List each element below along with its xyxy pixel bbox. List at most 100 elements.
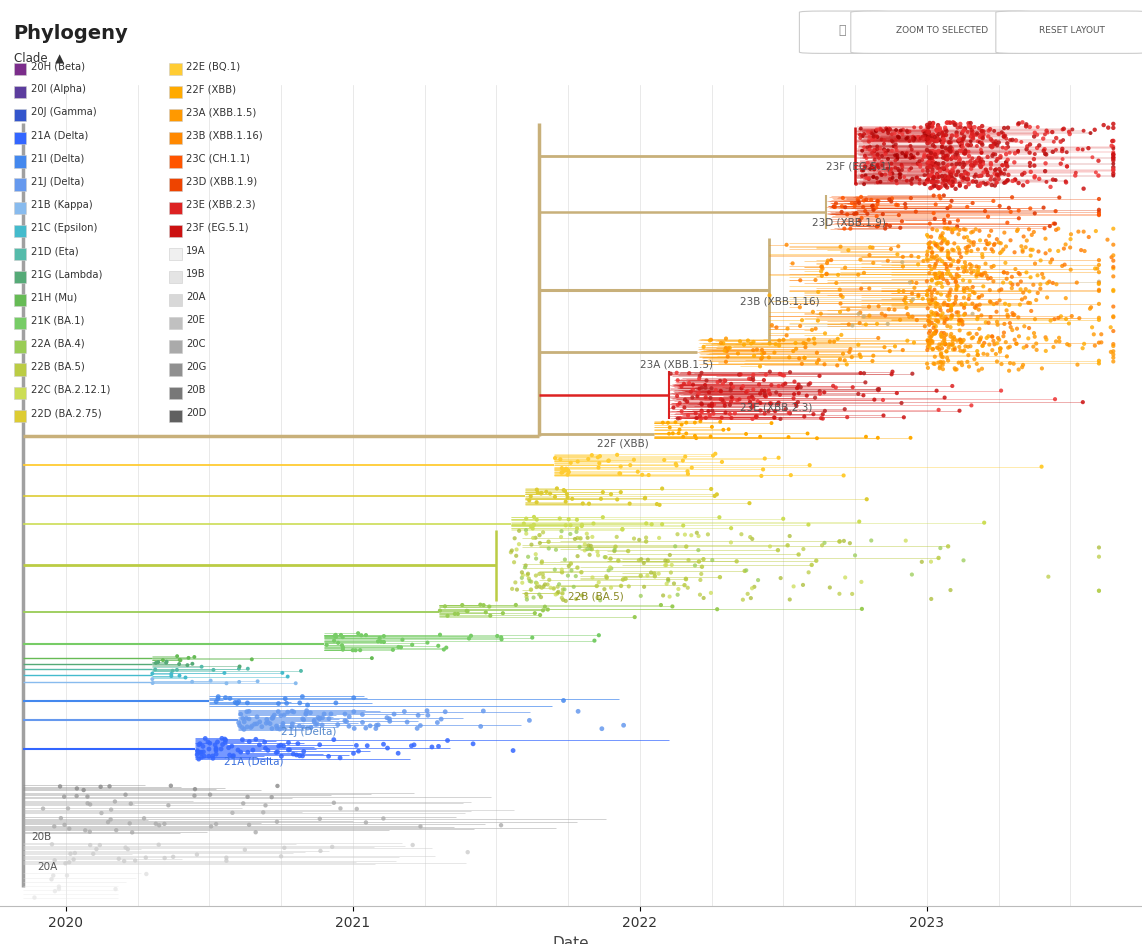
Point [1008,222,1027,237]
Point [580,497,598,512]
Point [942,302,960,317]
Point [256,734,274,750]
Point [389,639,408,654]
Point [923,244,941,260]
Point [1018,119,1036,134]
Point [524,531,542,546]
Point [948,128,966,143]
Point [951,143,970,159]
Point [220,691,239,706]
Point [770,379,788,394]
Point [888,150,907,165]
Point [589,628,608,643]
Point [923,249,941,264]
Point [934,129,952,144]
Point [55,789,73,804]
Point [947,151,965,166]
Point [886,153,904,168]
Point [924,149,942,164]
Point [1104,163,1123,178]
Point [741,591,759,606]
Point [711,335,730,350]
Point [1042,179,1060,194]
Point [924,115,942,130]
Point [938,115,956,130]
Point [968,347,987,362]
Point [935,313,954,329]
Point [920,296,939,312]
Point [972,135,990,150]
Point [976,265,995,280]
Point [932,329,950,344]
Point [563,491,581,506]
Point [833,328,851,343]
Point [952,335,971,350]
Point [1044,340,1062,355]
Point [845,198,863,213]
Point [1007,336,1026,351]
Point [943,175,962,190]
Point [983,139,1002,154]
Point [1000,145,1019,160]
Point [270,704,288,719]
Point [951,335,970,350]
Point [963,151,981,166]
Point [981,139,999,154]
Point [923,261,941,277]
Point [813,538,831,553]
Point [806,390,825,405]
Point [920,143,939,159]
Point [770,338,788,353]
Point [233,733,251,748]
Point [690,385,708,400]
Point [888,161,907,177]
Point [903,567,922,582]
Point [1069,142,1087,157]
Point [990,293,1008,308]
Text: ⌕: ⌕ [838,25,845,37]
Point [980,123,998,138]
Point [162,778,180,793]
Point [1060,316,1078,331]
Point [933,266,951,281]
Point [924,161,942,177]
Point [919,292,938,307]
Point [1104,160,1123,175]
Point [785,387,803,402]
Point [822,252,841,267]
Point [930,169,948,184]
Point [1089,583,1108,598]
Point [799,332,818,347]
Point [947,116,965,131]
Point [214,737,232,752]
Point [745,382,763,397]
Point [755,383,773,398]
Point [972,329,990,345]
Point [935,312,954,327]
Point [927,122,946,137]
Point [547,542,565,557]
Point [925,250,943,265]
Point [248,716,266,732]
Point [871,175,890,190]
Point [739,586,757,601]
Point [701,408,719,423]
Point [908,170,926,185]
Point [1049,244,1068,259]
Point [984,244,1003,259]
Point [787,341,805,356]
Point [950,132,968,147]
Point [951,120,970,135]
Point [243,743,262,758]
Point [791,273,810,288]
Point [965,235,983,250]
Point [919,236,938,251]
Text: 20E: 20E [186,315,206,326]
Point [922,168,940,183]
Point [867,123,885,138]
Point [962,119,980,134]
Point [461,628,480,643]
Point [217,853,235,868]
Point [315,706,333,721]
Point [518,567,537,582]
